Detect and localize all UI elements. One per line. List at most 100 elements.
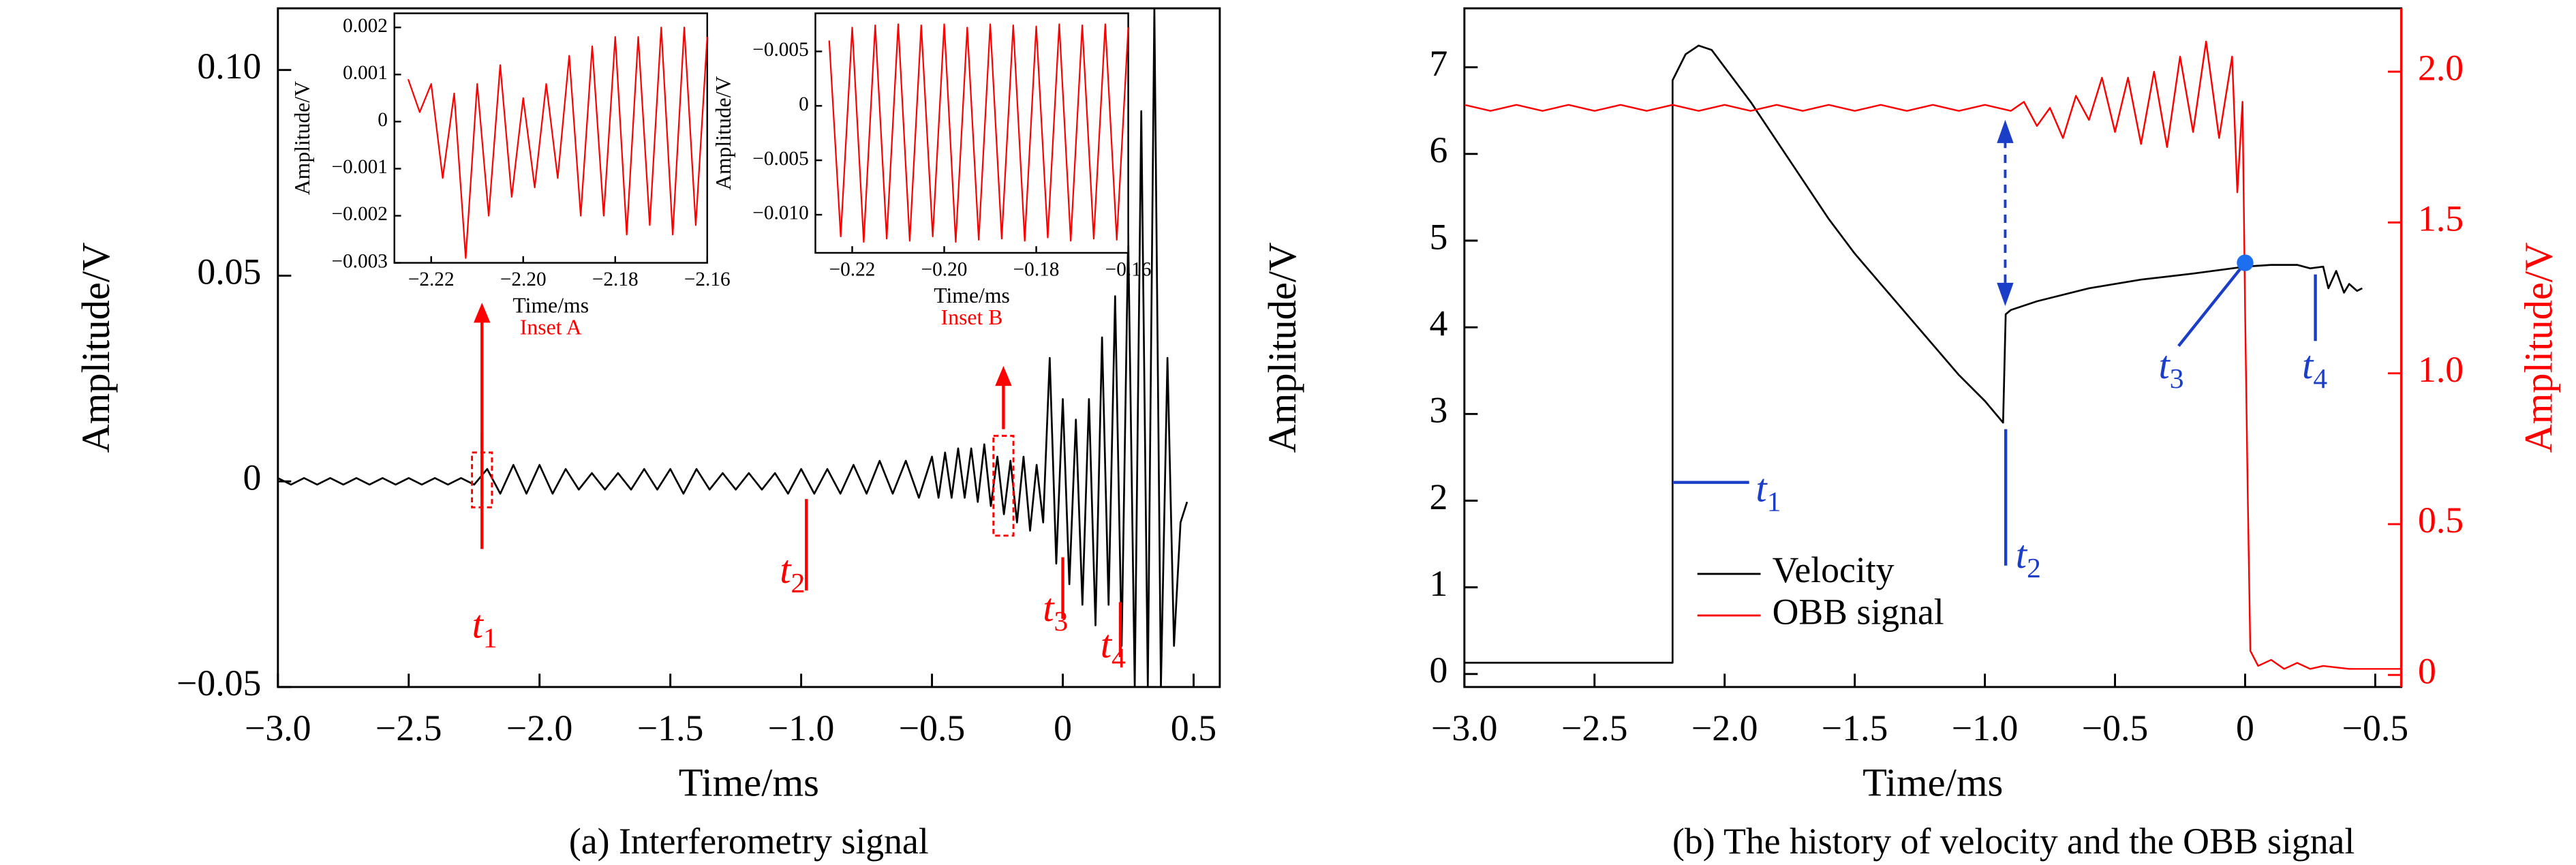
inset-x-label: Time/ms: [512, 294, 589, 318]
plot-frame: [1463, 7, 2403, 688]
inset-y-tick-label: 0: [799, 93, 809, 115]
annotation-label: t3: [1043, 586, 1068, 637]
annotation-subscript: 2: [791, 567, 806, 598]
inset-x-tick-label: −0.22: [829, 259, 876, 281]
inset-y-tick-label: 0.001: [343, 62, 388, 84]
annotation-letter: t: [472, 603, 485, 647]
x-axis-label: Time/ms: [1862, 761, 2003, 805]
annotation-subscript: 4: [2313, 362, 2327, 393]
y-tick-label: 5: [1430, 216, 1448, 257]
x-tick-label: −0.5: [899, 708, 965, 748]
plot-frame: [277, 7, 1221, 688]
inset-x-tick-label: −0.20: [921, 259, 968, 281]
inset-x-tick-label: −2.16: [684, 269, 731, 290]
caption: (b) The history of velocity and the OBB …: [1672, 821, 2355, 862]
annotation-label: t2: [780, 547, 805, 598]
y2-tick-label: 0: [2418, 651, 2436, 692]
y2-tick-label: 0.5: [2418, 500, 2464, 541]
inset-b-arrowhead: [995, 365, 1012, 386]
inset-y-tick-label: −0.010: [752, 202, 808, 224]
x-tick-label: 0: [2236, 708, 2254, 748]
x-tick-label: −2.5: [1561, 708, 1627, 748]
inset-x-tick-label: −0.18: [1013, 259, 1060, 281]
y-tick-label: 0.05: [197, 252, 261, 292]
x-tick-label: −2.0: [506, 708, 572, 748]
annotation-letter: t: [1101, 622, 1113, 667]
y-tick-label: 7: [1430, 43, 1448, 84]
annotation-subscript: 1: [1767, 485, 1781, 517]
inset-x-tick-label: −2.18: [592, 269, 639, 290]
y-tick-label: 1: [1430, 563, 1448, 604]
x-tick-label: −1.0: [768, 708, 834, 748]
gap-arrowhead-top: [1997, 119, 2014, 143]
inset-title: Inset B: [941, 305, 1003, 329]
x-tick-label: −3.0: [245, 708, 311, 748]
y-axis-label: Amplitude/V: [74, 243, 118, 453]
annotation-letter: t: [1755, 466, 1768, 511]
y-tick-label: 6: [1430, 130, 1448, 170]
chart: −3.0 −2.5 −2.0 −1.5 −1.0 −0.5 0 0.5 −0.05 0 0.05 0.…: [74, 7, 1221, 862]
y-tick-label: 3: [1430, 390, 1448, 431]
annotation-subscript: 2: [2027, 552, 2041, 583]
x-tick-label: −3.0: [1431, 708, 1497, 748]
x-tick-label: −0.5: [2082, 708, 2148, 748]
annotation-subscript: 1: [483, 622, 497, 653]
inset-y-tick-label: 0.002: [343, 15, 388, 37]
inset-x-tick-label: −0.16: [1105, 259, 1152, 281]
y2-tick-label: 2.0: [2418, 47, 2464, 88]
annotation-subscript: 3: [1054, 605, 1069, 637]
x-tick-label: −2.0: [1691, 708, 1758, 748]
series-group: [1464, 40, 2402, 670]
inset-y-tick-label: −0.001: [332, 156, 388, 178]
series-line: [1464, 40, 2402, 670]
y-axis-label: Amplitude/V: [1260, 243, 1304, 453]
y2-tick-label: 1.5: [2418, 198, 2464, 239]
inset-y-tick-label: −0.003: [332, 250, 388, 272]
annotation-letter: t: [2016, 532, 2028, 577]
annotation-letter: t: [2302, 343, 2314, 387]
y-tick-label: 0.10: [197, 46, 261, 87]
x-tick-label: −1.5: [1822, 708, 1888, 748]
inset-frame: [814, 12, 1129, 254]
y2-axis-label: Amplitude/V: [2517, 243, 2561, 453]
inset-title: Inset A: [520, 315, 582, 339]
inset-line: [407, 27, 708, 259]
annotation-letter: t: [1043, 586, 1055, 631]
annotation-label: t2: [2016, 532, 2041, 583]
y-tick-label: −0.05: [177, 663, 261, 703]
y-tick-label: 0: [1430, 650, 1448, 691]
legend-label: Velocity: [1773, 549, 1895, 590]
gap-arrowhead-bottom: [1997, 282, 2014, 307]
inset-line: [828, 23, 1129, 243]
x-tick-label: −1.0: [1952, 708, 2018, 748]
caption: (a) Interferometry signal: [569, 821, 929, 862]
x-axis-label: Time/ms: [679, 761, 819, 805]
inset-x-label: Time/ms: [934, 284, 1010, 307]
y-tick-label: 0: [243, 457, 262, 498]
y2-tick-label: 1.0: [2418, 349, 2464, 390]
annotation-dot: [2237, 254, 2254, 271]
x-tick-label: −0.5: [2342, 708, 2408, 748]
annotation-letter: t: [780, 547, 792, 592]
annotation-subscript: 3: [2170, 362, 2184, 393]
inset-y-tick-label: 0: [378, 109, 388, 131]
legend-label: OBB signal: [1773, 591, 1944, 632]
annotation-line: [2177, 262, 2247, 347]
annotation-label: t4: [1101, 622, 1126, 673]
inset-y-tick-label: −0.005: [752, 39, 808, 61]
annotation-label: t1: [472, 603, 497, 653]
x-tick-label: 0: [1054, 708, 1072, 748]
annotation-letter: t: [2159, 343, 2171, 387]
inset-y-label: Amplitude/V: [290, 81, 314, 195]
chart: −3.0 −2.5 −2.0 −1.5 −1.0 −0.5 0 −0.50123456700.…: [1260, 7, 2561, 862]
x-tick-label: −2.5: [375, 708, 442, 748]
x-tick-label: −1.5: [637, 708, 703, 748]
y-tick-label: 4: [1430, 303, 1448, 344]
inset-y-tick-label: −0.005: [752, 148, 808, 170]
inset-b-box: [992, 434, 1015, 537]
y-tick-label: 2: [1430, 476, 1448, 517]
annotation-label: t3: [2159, 343, 2184, 393]
x-tick-label: 0.5: [1171, 708, 1216, 748]
